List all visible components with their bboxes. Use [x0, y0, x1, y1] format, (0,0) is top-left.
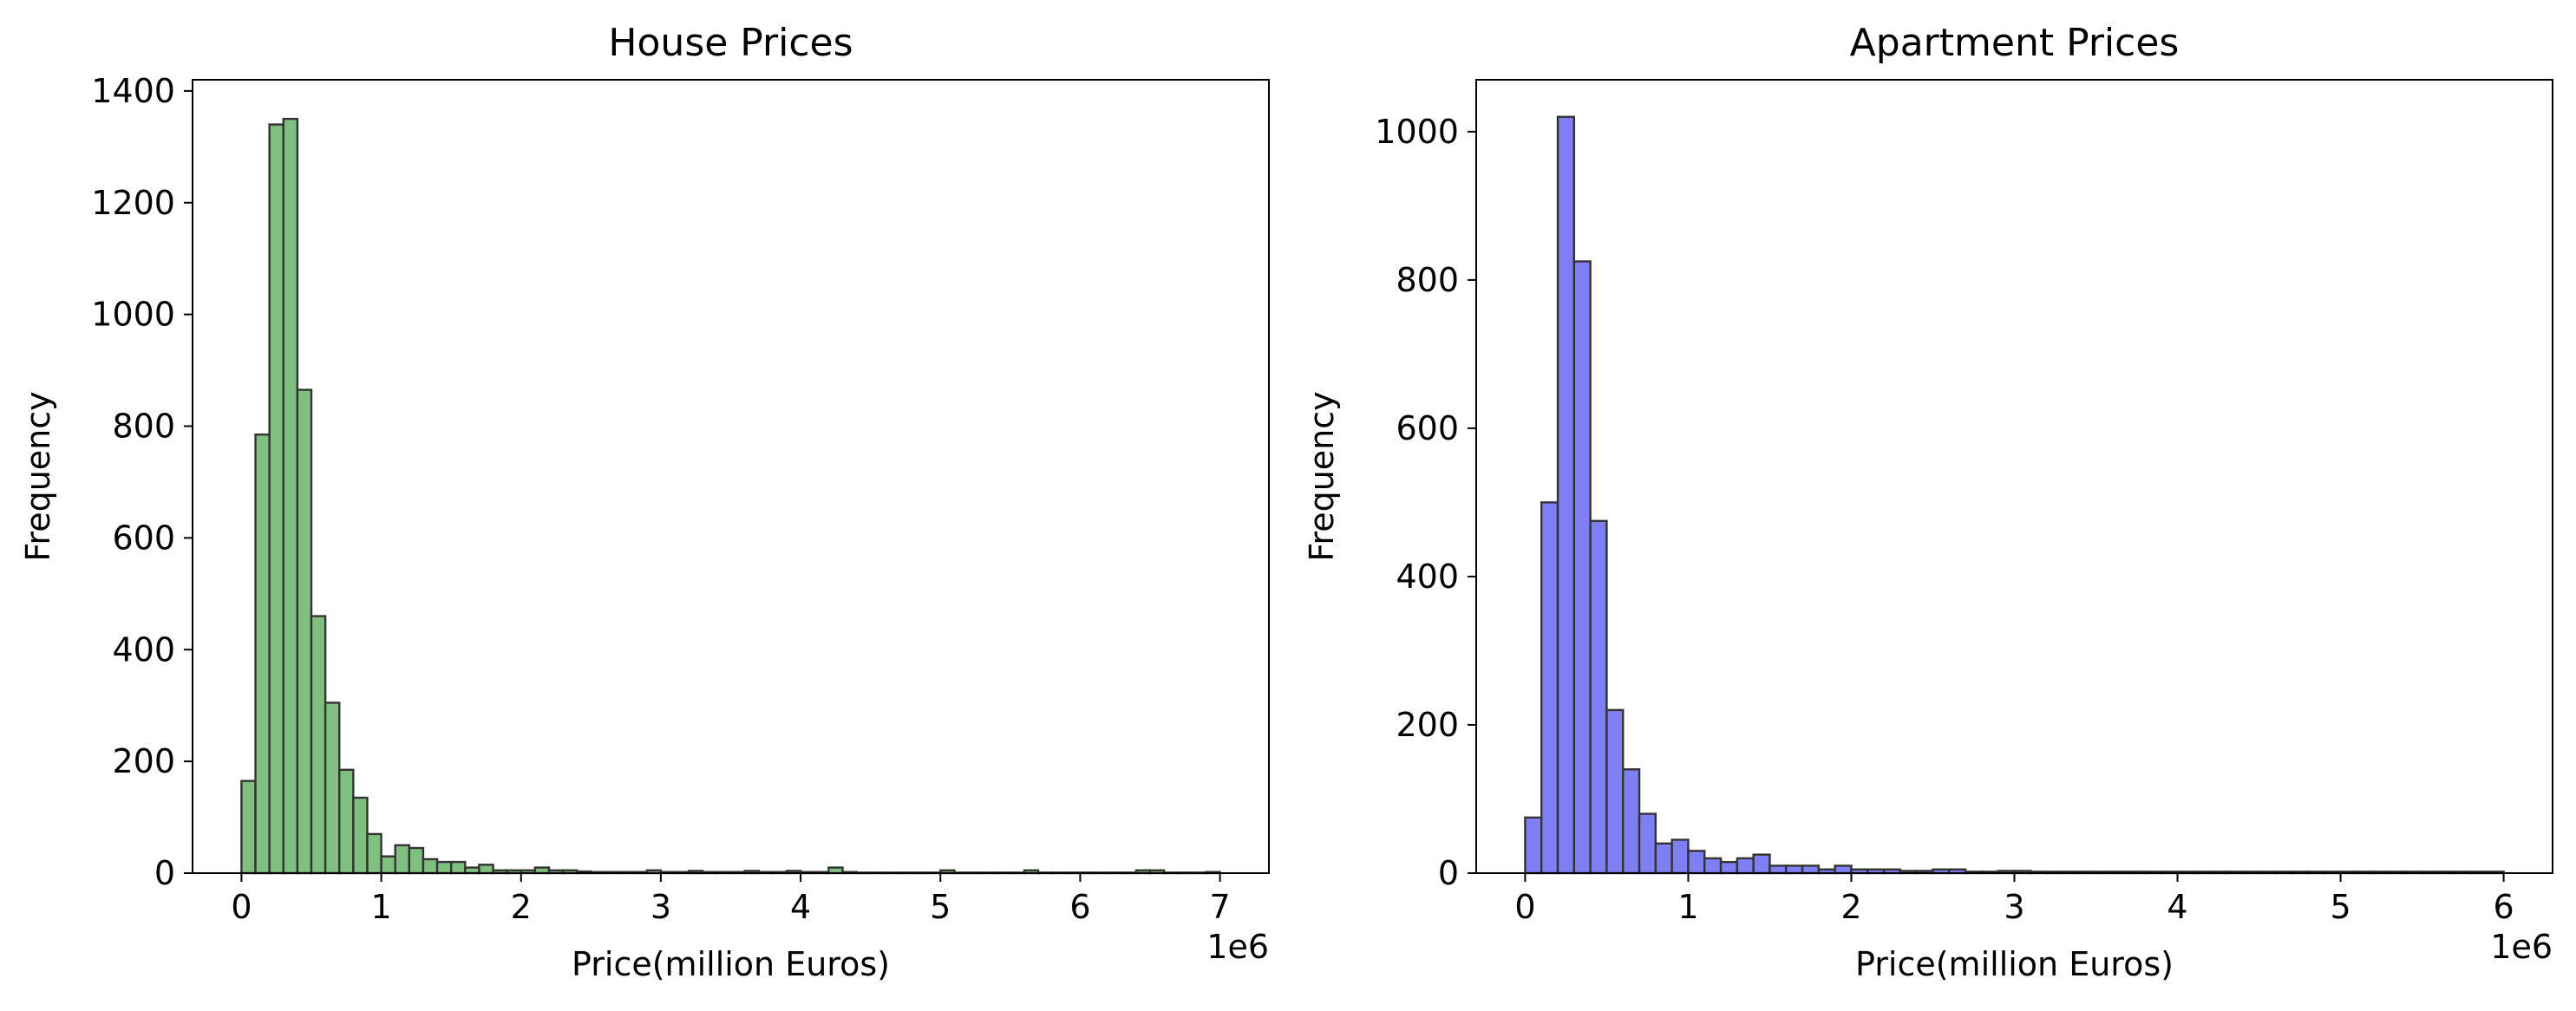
apartment-y-tick-label: 600: [1396, 409, 1459, 447]
house-x-offset-label: 1e6: [1206, 928, 1269, 966]
apartment-y-tick-label: 200: [1396, 706, 1459, 744]
apartment-ticks: 0 1 2 3 4 5 6 0 200 400 600 800 1000: [1375, 113, 2514, 926]
house-bar: [254, 433, 271, 875]
house-x-tick-label: 7: [1209, 888, 1230, 926]
house-y-tick-label: 800: [112, 408, 175, 446]
house-bar: [422, 858, 439, 875]
apartment-bar: [1769, 864, 1788, 875]
house-bar: [282, 117, 299, 875]
house-bar: [478, 864, 494, 875]
apartment-x-tick-label: 4: [2167, 888, 2187, 926]
apartment-bar: [1540, 501, 1559, 875]
house-bar: [310, 615, 327, 875]
apartment-x-tick-label: 3: [2004, 888, 2024, 926]
apartment-x-offset-label: 1e6: [2490, 928, 2553, 966]
house-bar: [352, 796, 369, 875]
house-x-tick-label: 0: [231, 888, 252, 926]
apartment-x-tick-label: 6: [2493, 888, 2514, 926]
apartment-bar: [1622, 768, 1641, 875]
apartment-bar: [1556, 115, 1576, 875]
house-prices-chart: 0 1 2 3 4 5 6 7 0 200 400 600 800 1000 1200 1400 House …: [19, 21, 1270, 983]
house-y-tick-label: 1400: [91, 72, 175, 110]
house-x-tick-label: 2: [511, 888, 532, 926]
apartment-plot-frame: [1475, 79, 2553, 874]
apartment-bar: [1801, 864, 1821, 875]
house-y-tick-label: 400: [112, 630, 175, 669]
apartment-y-axis-label: Frequency: [1303, 391, 1341, 561]
house-x-axis-label: Price(million Euros): [572, 945, 890, 983]
house-bar: [449, 860, 467, 875]
apartment-x-tick-label: 5: [2330, 888, 2350, 926]
house-y-tick-label: 1200: [91, 184, 175, 222]
house-bar: [338, 768, 355, 875]
house-y-tick-label: 0: [154, 854, 175, 892]
apartment-bar: [1572, 260, 1592, 875]
house-bar: [296, 388, 313, 875]
apartment-x-tick-label: 2: [1840, 888, 1861, 926]
house-x-tick-label: 5: [930, 888, 951, 926]
apartment-bar: [1785, 864, 1804, 875]
apartment-bar: [1524, 816, 1543, 875]
house-x-tick-label: 4: [790, 888, 811, 926]
apartment-prices-chart: 0 1 2 3 4 5 6 0 200 400 600 800 1000 Apartment Price…: [1303, 21, 2553, 983]
house-bar: [240, 779, 257, 875]
apartment-bar: [1703, 857, 1723, 875]
house-y-tick-label: 600: [112, 519, 175, 557]
apartment-y-tick-label: 0: [1438, 854, 1459, 892]
house-y-tick-label: 1000: [91, 296, 175, 334]
apartment-bar: [1719, 860, 1739, 875]
house-x-tick-label: 1: [370, 888, 391, 926]
house-y-axis-label: Frequency: [19, 391, 57, 561]
house-ticks: 0 1 2 3 4 5 6 7 0 200 400 600 800 1000 1200 1400: [91, 72, 1230, 926]
apartment-bar: [1589, 519, 1608, 875]
house-bar: [408, 846, 425, 875]
house-plot-frame: [192, 79, 1270, 874]
apartment-bar: [1687, 850, 1706, 875]
house-bar: [324, 701, 341, 875]
apartment-x-axis-label: Price(million Euros): [1855, 945, 2174, 983]
house-bar: [366, 832, 382, 875]
house-x-tick-label: 3: [651, 888, 671, 926]
house-bar: [435, 860, 453, 875]
apartment-y-tick-label: 1000: [1375, 113, 1459, 151]
apartment-bar: [1638, 812, 1657, 875]
house-bar: [268, 123, 284, 875]
house-chart-title: House Prices: [608, 21, 853, 65]
house-bar: [394, 844, 411, 875]
apartment-chart-title: Apartment Prices: [1850, 21, 2180, 65]
apartment-y-tick-label: 400: [1396, 558, 1459, 596]
apartment-bar: [1654, 842, 1673, 875]
apartment-x-tick-label: 1: [1677, 888, 1698, 926]
house-y-tick-label: 200: [112, 742, 175, 780]
apartment-bar: [1752, 853, 1771, 875]
apartment-bar: [1670, 838, 1690, 875]
house-x-tick-label: 6: [1069, 888, 1090, 926]
house-bar: [380, 855, 396, 875]
apartment-bar: [1736, 857, 1755, 875]
apartment-bar: [1834, 864, 1853, 875]
apartment-x-tick-label: 0: [1514, 888, 1535, 926]
apartment-bar: [1605, 708, 1625, 875]
apartment-y-tick-label: 800: [1396, 261, 1459, 299]
